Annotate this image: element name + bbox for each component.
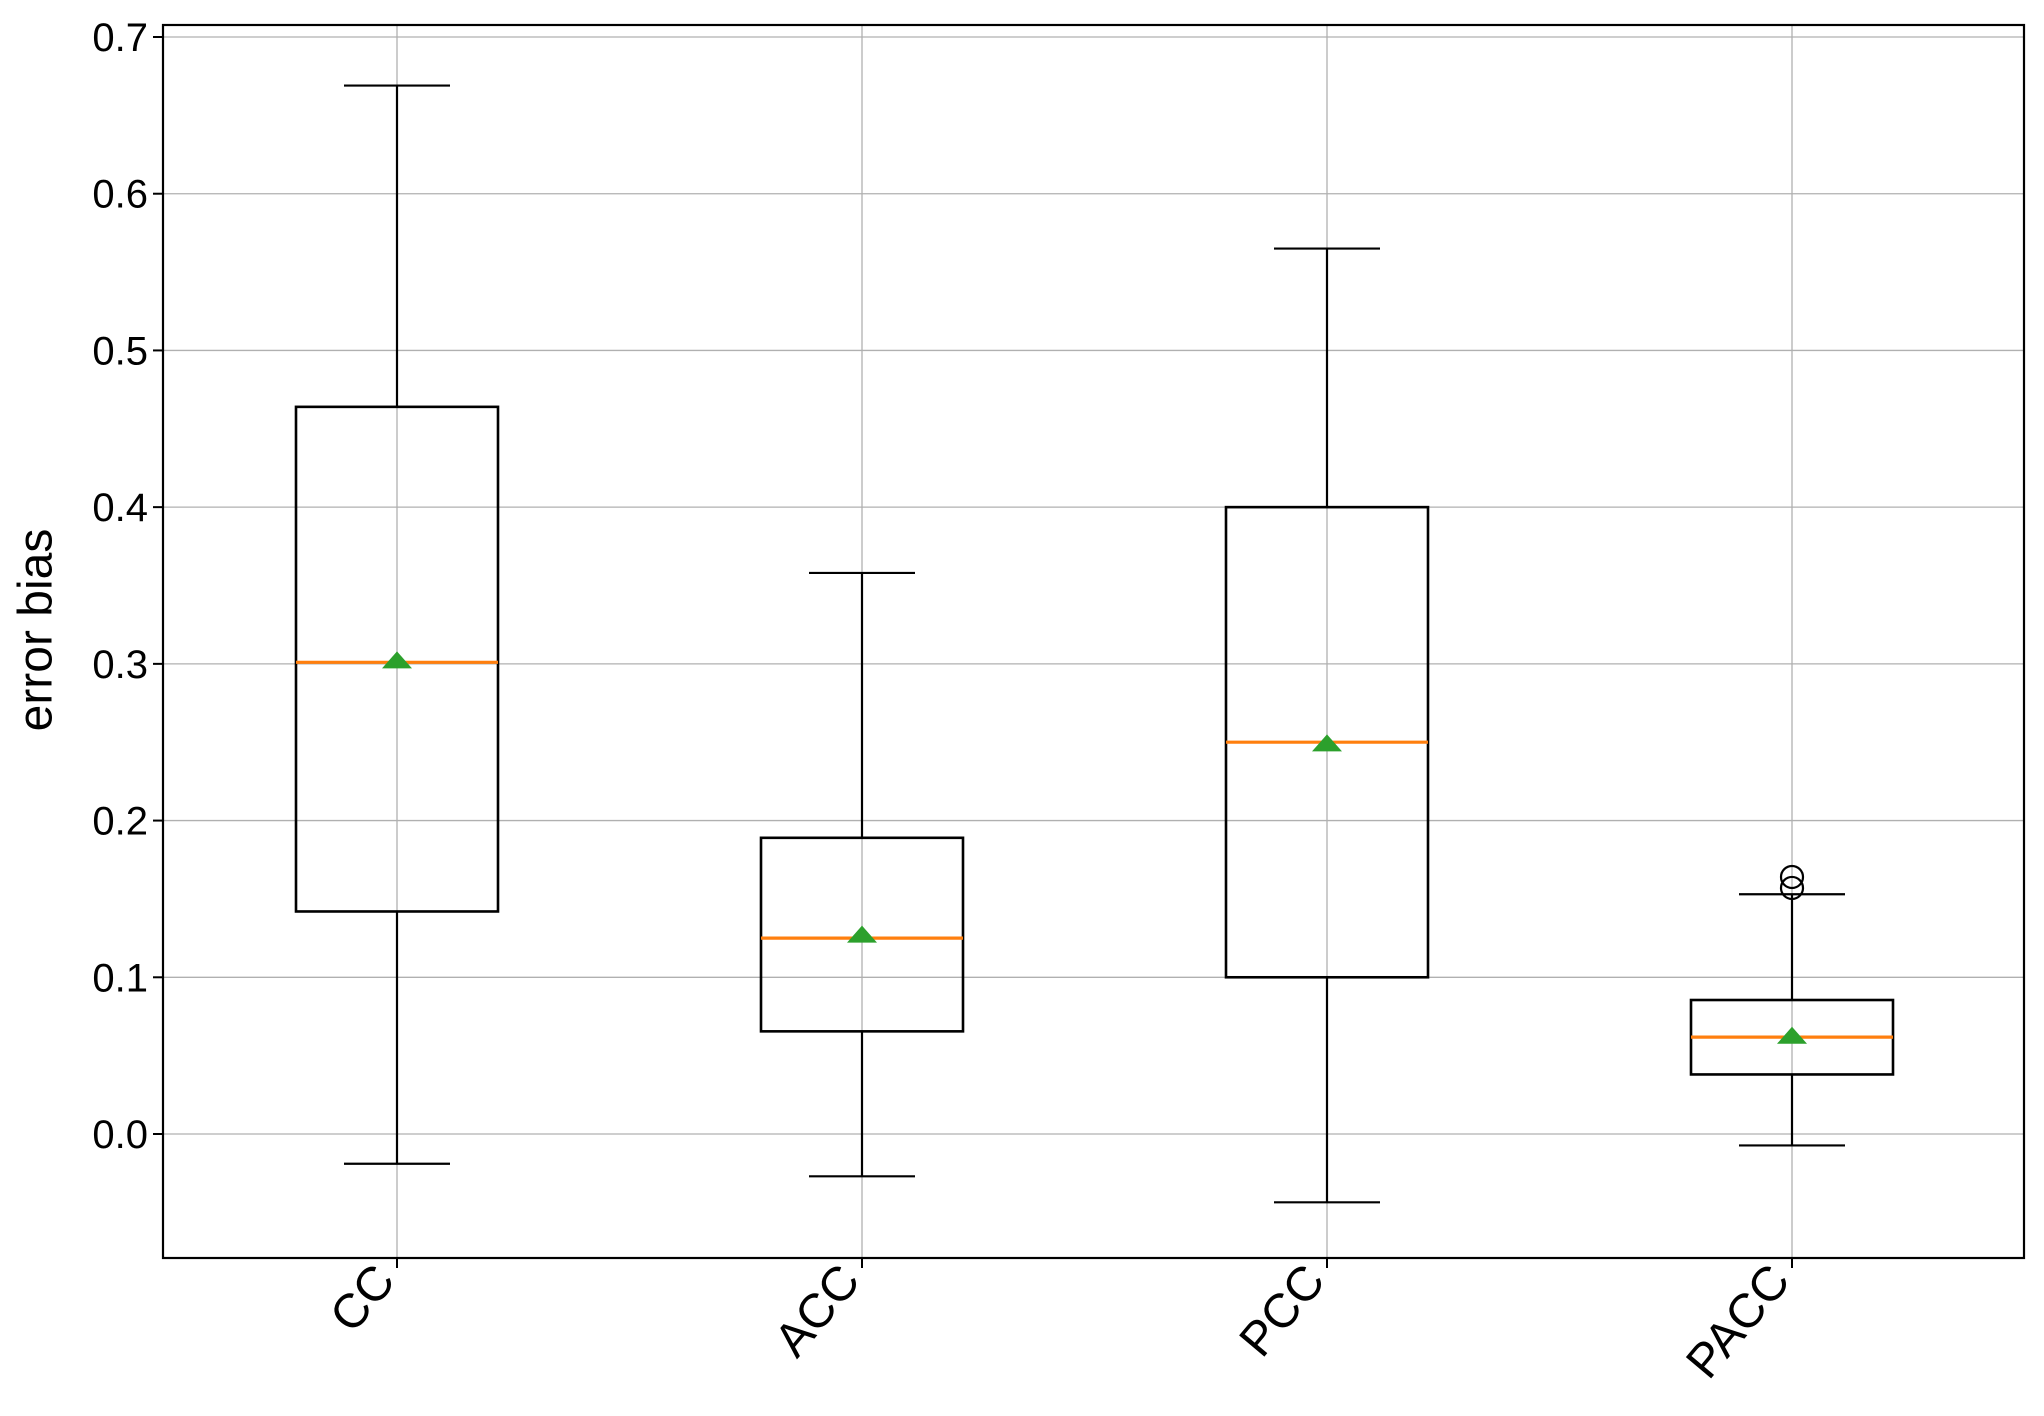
svg-text:PCC: PCC [1230,1255,1336,1367]
svg-text:0.7: 0.7 [92,16,148,60]
svg-text:0.3: 0.3 [92,643,148,687]
svg-text:0.6: 0.6 [92,173,148,217]
svg-text:CC: CC [320,1255,405,1342]
svg-text:0.5: 0.5 [92,329,148,373]
svg-text:0.1: 0.1 [92,956,148,1000]
svg-text:ACC: ACC [765,1255,871,1367]
svg-text:PACC: PACC [1676,1255,1800,1388]
svg-text:0.0: 0.0 [92,1113,148,1157]
svg-text:0.2: 0.2 [92,800,148,844]
svg-text:0.4: 0.4 [92,486,148,530]
